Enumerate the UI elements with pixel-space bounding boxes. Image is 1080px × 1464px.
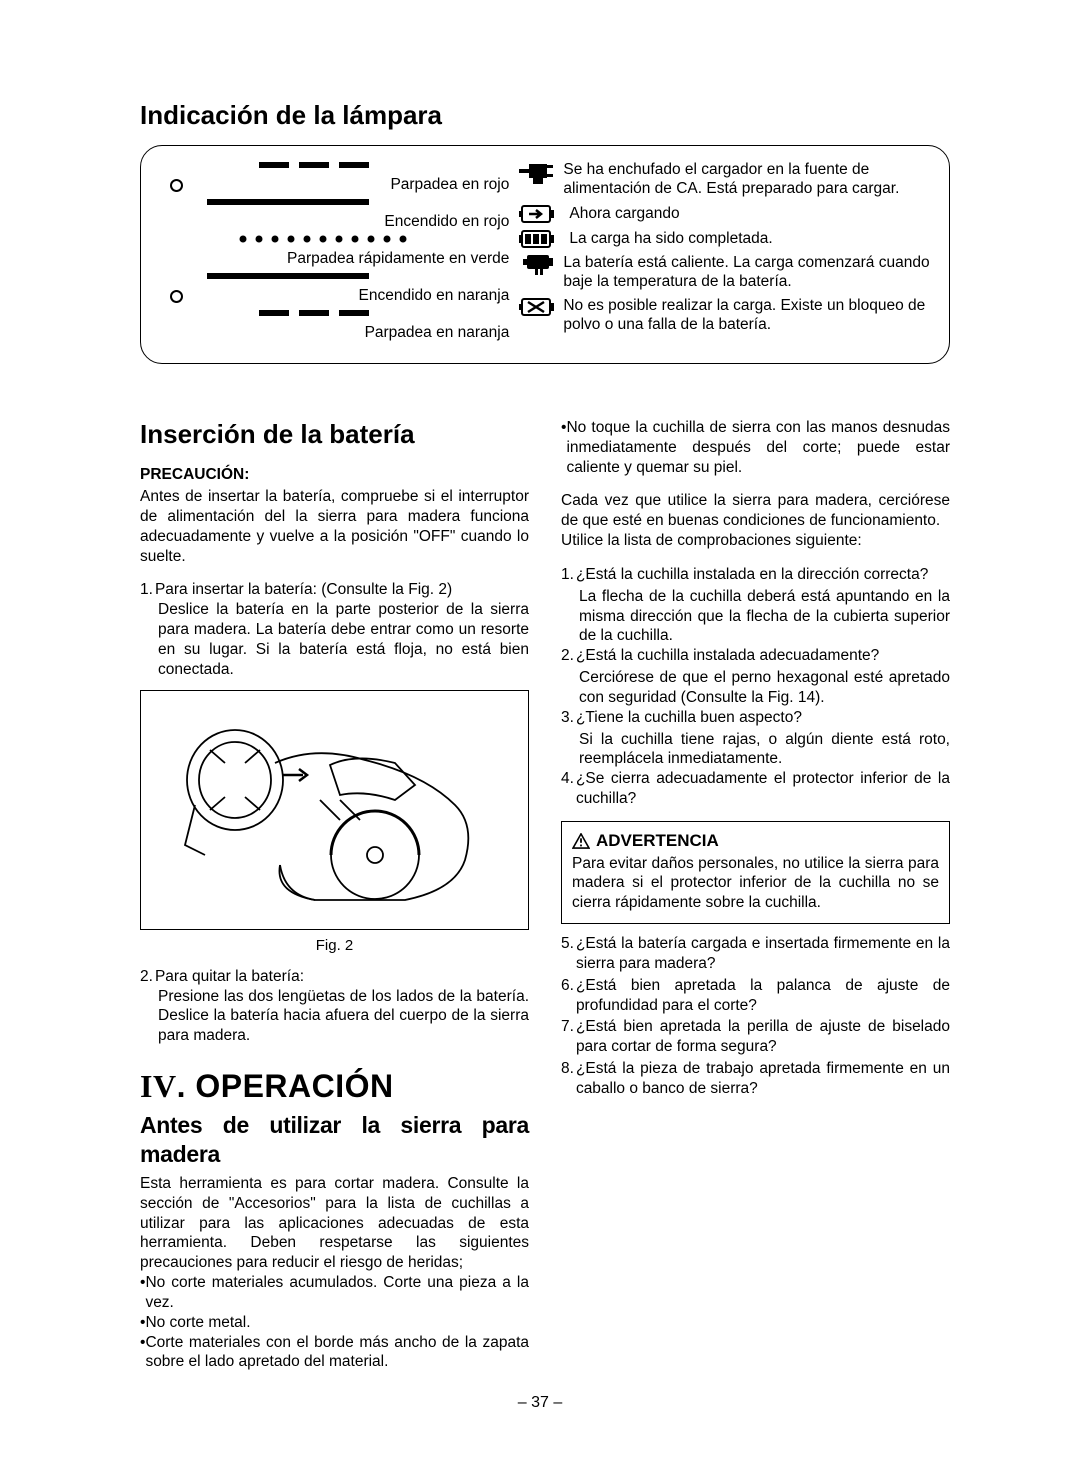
q2-text: ¿Está la cuchilla instalada adecuadament… [574, 646, 950, 666]
lamp-label-blink-orange: Parpadea en naranja [189, 324, 515, 342]
charging-arrow-icon [519, 203, 555, 225]
battery-full-icon [519, 229, 555, 249]
battery-section-title: Inserción de la batería [140, 418, 529, 451]
blink-orange-pattern [189, 308, 369, 322]
plug-icon [519, 160, 555, 188]
fast-blink-green-pattern [189, 234, 409, 248]
warning-triangle-icon [572, 833, 590, 849]
lamp-label-fast-green: Parpadea rápidamente en verde [189, 250, 515, 268]
warning-body: Para evitar daños personales, no utilice… [572, 854, 939, 913]
operation-heading: IV. OPERACIÓN [140, 1066, 529, 1107]
remove-step-body: Presione las dos lengüetas de los lados … [140, 987, 529, 1046]
lamp-section-title: Indicación de la lámpara [140, 100, 950, 131]
q8-text: ¿Está la pieza de trabajo apretada firme… [574, 1059, 950, 1099]
saw-battery-diagram-icon [165, 705, 505, 915]
bullet-no-stack: No corte materiales acumulados. Corte un… [145, 1273, 529, 1313]
before-use-body: Esta herramienta es para cortar madera. … [140, 1174, 529, 1273]
insert-step-num: 1. [140, 580, 153, 600]
precaution-label: PRECAUCIÓN: [140, 465, 529, 485]
page-number: – 37 – [0, 1394, 1080, 1412]
left-column: Inserción de la batería PRECAUCIÓN: Ante… [140, 418, 529, 1372]
bullet-no-touch: No toque la cuchilla de sierra con las m… [566, 418, 950, 477]
precaution-text: Antes de insertar la batería, compruebe … [140, 487, 529, 566]
lamp-labels-column: Parpadea en rojo Encendido en rojo [163, 160, 515, 345]
q5-text: ¿Está la batería cargada e insertada fir… [574, 934, 950, 974]
hot-battery-icon [519, 253, 555, 279]
lamp-label-solid-orange: Encendido en naranja [189, 287, 515, 305]
q7-text: ¿Está bien apretada la perilla de ajuste… [574, 1017, 950, 1057]
two-column-layout: Inserción de la batería PRECAUCIÓN: Ante… [140, 418, 950, 1372]
warning-title: ADVERTENCIA [572, 830, 939, 852]
led-dot-icon [170, 179, 183, 192]
lamp-desc-charging: Ahora cargando [569, 204, 679, 223]
lamp-desc-error: No es posible realizar la carga. Existe … [563, 296, 933, 335]
lamp-desc-hot: La batería está caliente. La carga comen… [563, 253, 933, 292]
lamp-label-solid-red: Encendido en rojo [189, 213, 515, 231]
q3-num: 3. [561, 708, 574, 728]
insert-step-title: Para insertar la batería: (Consulte la F… [153, 580, 529, 600]
q4-text: ¿Se cierra adecuadamente el protector in… [574, 769, 950, 809]
manual-page: Indicación de la lámpara Parpadea en roj… [0, 0, 1080, 1412]
check-intro-2: Utilice la lista de comprobaciones sigui… [561, 531, 950, 551]
q5-num: 5. [561, 934, 574, 974]
q4-num: 4. [561, 769, 574, 809]
q3-text: ¿Tiene la cuchilla buen aspecto? [574, 708, 950, 728]
lamp-desc-ready: Se ha enchufado el cargador en la fuente… [563, 160, 933, 199]
q6-text: ¿Está bien apretada la palanca de ajuste… [574, 976, 950, 1016]
solid-orange-pattern [189, 271, 369, 285]
q2-num: 2. [561, 646, 574, 666]
q3-body: Si la cuchilla tiene rajas, o algún dien… [561, 730, 950, 770]
q1-body: La flecha de la cuchilla deberá está apu… [561, 587, 950, 646]
warning-label: ADVERTENCIA [596, 830, 719, 852]
lamp-descriptions-column: Se ha enchufado el cargador en la fuente… [519, 160, 933, 345]
before-use-title: Antes de utilizar la sierra para madera [140, 1111, 529, 1170]
q6-num: 6. [561, 976, 574, 1016]
lamp-desc-complete: La carga ha sido completada. [569, 229, 772, 248]
lamp-indicator-box: Parpadea en rojo Encendido en rojo [140, 145, 950, 364]
remove-step-title: Para quitar la batería: [153, 967, 529, 987]
blink-red-pattern [189, 160, 369, 174]
q1-text: ¿Está la cuchilla instalada en la direcc… [574, 565, 950, 585]
led-dot-icon [170, 290, 183, 303]
right-column: •No toque la cuchilla de sierra con las … [561, 418, 950, 1372]
check-intro-1: Cada vez que utilice la sierra para made… [561, 491, 950, 531]
insert-step-body: Deslice la batería en la parte posterior… [140, 600, 529, 679]
q1-num: 1. [561, 565, 574, 585]
solid-red-pattern [189, 197, 369, 211]
q2-body: Cerciórese de que el perno hexagonal est… [561, 668, 950, 708]
q8-num: 8. [561, 1059, 574, 1099]
figure-caption: Fig. 2 [140, 936, 529, 955]
lamp-label-blink-red: Parpadea en rojo [189, 176, 515, 194]
error-battery-icon [519, 296, 555, 318]
figure-2-illustration [140, 690, 529, 930]
warning-box: ADVERTENCIA Para evitar daños personales… [561, 821, 950, 924]
q7-num: 7. [561, 1017, 574, 1057]
bullet-no-metal: No corte metal. [145, 1313, 529, 1333]
remove-step-num: 2. [140, 967, 153, 987]
bullet-wide-edge: Corte materiales con el borde más ancho … [145, 1333, 529, 1373]
